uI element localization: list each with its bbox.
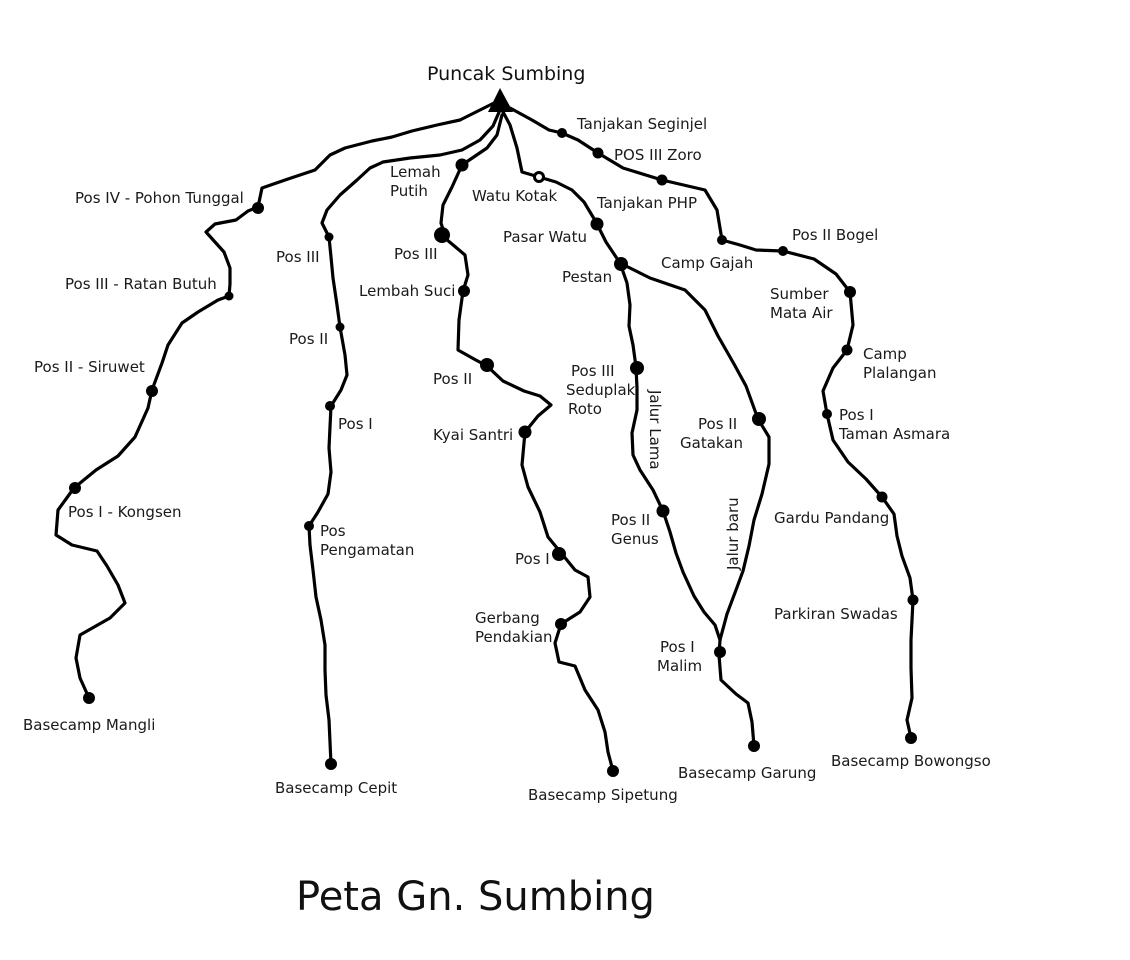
node-garung-genus: [656, 504, 670, 518]
label-mangli-pos1: Pos I - Kongsen: [68, 503, 182, 521]
node-sipetung-pos2: [480, 358, 494, 372]
label-garung-genus: Genus: [611, 530, 659, 548]
label-cepit-lemah: Lemah: [390, 163, 441, 181]
label-bowongso-plalangan: Plalangan: [863, 364, 937, 382]
node-bowongso-gardu-pandang: [876, 491, 888, 503]
node-mangli-pos2: [146, 385, 158, 397]
map-title: Peta Gn. Sumbing: [296, 874, 655, 920]
label-bowongso-gardu-pandang: Gardu Pandang: [774, 509, 889, 527]
label-garung-pasar-watu: Pasar Watu: [503, 228, 587, 246]
label-mangli-pos2: Pos II - Siruwet: [34, 358, 145, 376]
node-bowongso-plalangan: [841, 344, 853, 356]
node-garung-watu-kotak-hole: [536, 174, 542, 180]
label-cepit-pos: Pos: [320, 522, 346, 540]
node-cepit-pengamatan: [304, 521, 314, 531]
node-garung-malim: [714, 646, 726, 658]
label-cepit-pos2: Pos II: [289, 330, 328, 348]
node-garung-pestan: [614, 257, 628, 271]
node-cepit-pos2: [335, 322, 345, 332]
label-sipetung-gerbang: Gerbang: [475, 609, 540, 627]
node-basecamp-garung: [748, 740, 760, 752]
node-garung-seduplak-roto: [630, 361, 644, 375]
node-mangli-pos1: [69, 482, 81, 494]
label-sipetung-pos2: Pos II: [433, 370, 472, 388]
node-sipetung-lembah-suci: [458, 285, 470, 297]
node-sipetung-gerbang: [555, 618, 567, 630]
node-mangli-pos4: [252, 202, 264, 214]
node-sipetung-kyai-santri: [518, 425, 532, 439]
node-cepit-pos3: [324, 232, 334, 242]
label-garung-pos3: Pos III: [571, 362, 615, 380]
label-basecamp-mangli: Basecamp Mangli: [23, 716, 155, 734]
label-cepit-pengamatan: Pengamatan: [320, 541, 414, 559]
label-bowongso-pos1: Pos I: [839, 406, 874, 424]
label-jalur-lama: Jalur Lama: [646, 389, 664, 470]
label-cepit-pos1: Pos I: [338, 415, 373, 433]
label-bowongso-seginjel: Tanjakan Seginjel: [576, 115, 707, 133]
label-bowongso-zoro: POS III Zoro: [614, 146, 702, 164]
label-garung-watu-kotak: Watu Kotak: [472, 187, 558, 205]
label-basecamp-garung: Basecamp Garung: [678, 764, 816, 782]
summit-triangle-icon: [488, 88, 513, 112]
label-jalur-baru: Jalur baru: [724, 497, 742, 571]
label-bowongso-taman-asmara: Taman Asmara: [838, 425, 950, 443]
label-cepit-putih: Putih: [390, 182, 428, 200]
node-basecamp-cepit: [325, 758, 337, 770]
label-bowongso-bogel: Pos II Bogel: [792, 226, 878, 244]
node-cepit-lemah-putih: [455, 158, 469, 172]
label-sipetung-lembah-suci: Lembah Suci: [359, 282, 455, 300]
label-garung-pos2-genus: Pos II: [611, 511, 650, 529]
label-bowongso-mata-air: Mata Air: [770, 304, 833, 322]
label-garung-roto: Roto: [568, 400, 602, 418]
node-bowongso-camp-gajah: [717, 235, 727, 245]
label-sipetung-pos1: Pos I: [515, 550, 550, 568]
node-bowongso-zoro: [592, 147, 604, 159]
node-bowongso-sumber: [844, 286, 856, 298]
node-basecamp-bowongso: [905, 732, 917, 744]
label-sipetung-pendakian: Pendakian: [475, 628, 553, 646]
label-sipetung-pos3: Pos III: [394, 245, 438, 263]
trail-bowongso: [508, 106, 915, 740]
node-bowongso-php: [656, 174, 668, 186]
node-basecamp-mangli: [83, 692, 95, 704]
label-garung-tanjakan-php: Tanjakan PHP: [596, 194, 697, 212]
post-markers: [69, 128, 919, 777]
label-cepit-pos3: Pos III: [276, 248, 320, 266]
node-basecamp-sipetung: [607, 765, 619, 777]
label-bowongso-swadas: Parkiran Swadas: [774, 605, 898, 623]
label-basecamp-cepit: Basecamp Cepit: [275, 779, 397, 797]
node-garung-gatakan: [752, 412, 766, 426]
label-garung-seduplak: Seduplak: [566, 381, 636, 399]
label-bowongso-sumber: Sumber: [770, 285, 829, 303]
node-bowongso-taman-asmara: [822, 409, 832, 419]
node-bowongso-bogel: [778, 246, 788, 256]
label-garung-gatakan: Gatakan: [680, 434, 743, 452]
trail-garung-jalur-baru: [618, 261, 771, 642]
label-bowongso-camp: Camp: [863, 345, 907, 363]
node-sipetung-pos3: [434, 227, 450, 243]
summit-label: Puncak Sumbing: [427, 63, 585, 85]
node-cepit-pos1: [325, 401, 335, 411]
node-sipetung-pos1: [552, 547, 566, 561]
trail-mangli: [54, 98, 502, 700]
node-mangli-pos3: [224, 291, 234, 301]
node-garung-pasar-watu: [590, 217, 604, 231]
trail-garung-jalur-lama: [618, 261, 722, 642]
label-garung-pos1: Pos I: [660, 638, 695, 656]
label-garung-pestan: Pestan: [562, 268, 612, 286]
node-bowongso-swadas: [907, 594, 919, 606]
label-basecamp-bowongso: Basecamp Bowongso: [831, 752, 991, 770]
label-sipetung-kyai-santri: Kyai Santri: [433, 426, 513, 444]
label-garung-camp-gajah: Camp Gajah: [661, 254, 753, 272]
label-basecamp-sipetung: Basecamp Sipetung: [528, 786, 678, 804]
node-bowongso-seginjel: [557, 128, 567, 138]
label-garung-malim: Malim: [657, 657, 702, 675]
label-mangli-pos3: Pos III - Ratan Butuh: [65, 275, 217, 293]
label-garung-pos2-gatakan: Pos II: [698, 415, 737, 433]
label-mangli-pos4: Pos IV - Pohon Tunggal: [75, 189, 244, 207]
trail-cepit: [307, 108, 502, 766]
